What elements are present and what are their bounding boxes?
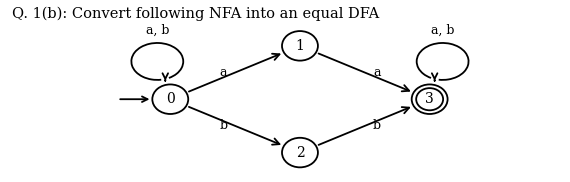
Text: a, b: a, b	[431, 23, 454, 36]
Circle shape	[282, 31, 318, 61]
Text: b: b	[219, 119, 227, 132]
Text: 0: 0	[166, 92, 174, 106]
Circle shape	[152, 84, 188, 114]
Text: Q. 1(b): Convert following NFA into an equal DFA: Q. 1(b): Convert following NFA into an e…	[12, 6, 379, 21]
Text: a: a	[219, 66, 227, 79]
Text: 2: 2	[296, 146, 304, 160]
Text: b: b	[373, 119, 381, 132]
Text: 3: 3	[425, 92, 434, 106]
Circle shape	[282, 138, 318, 167]
Circle shape	[412, 84, 447, 114]
Text: 1: 1	[295, 39, 304, 53]
Text: a: a	[373, 66, 381, 79]
Text: a, b: a, b	[145, 23, 169, 36]
